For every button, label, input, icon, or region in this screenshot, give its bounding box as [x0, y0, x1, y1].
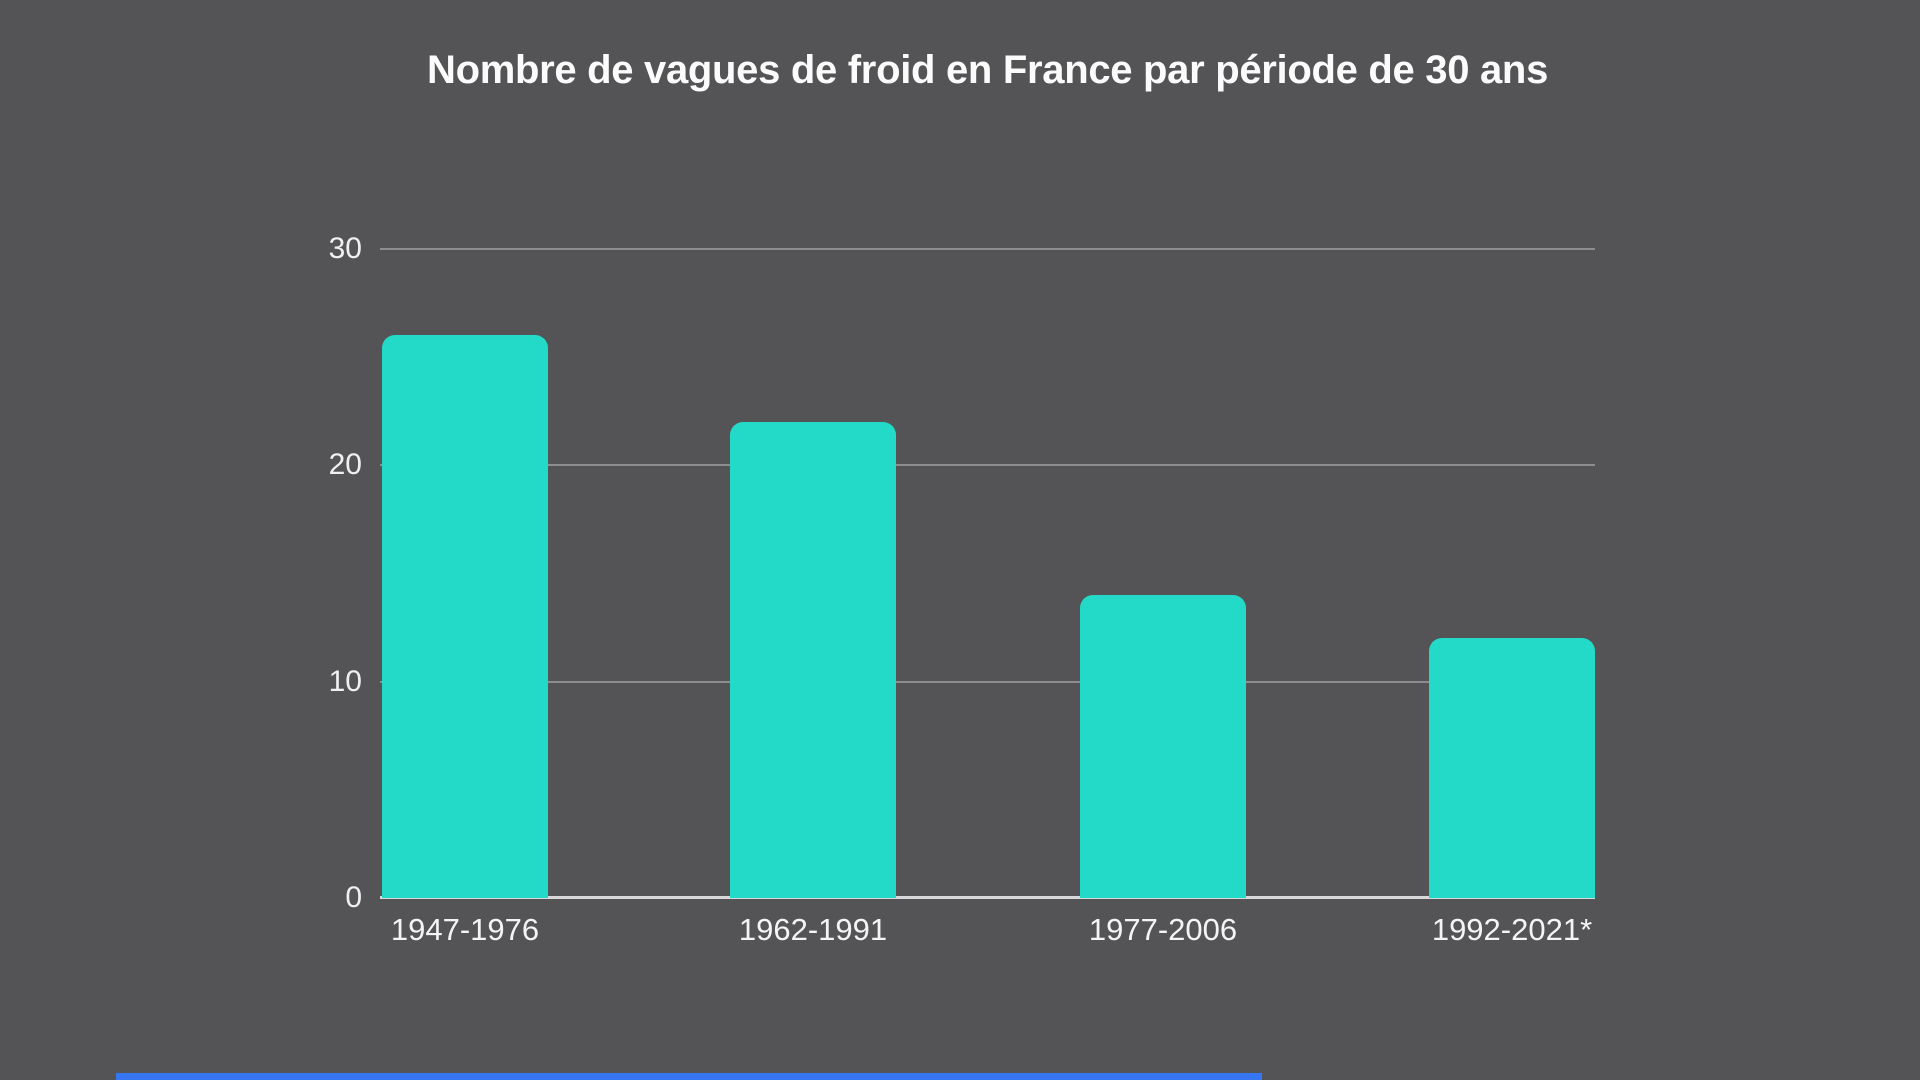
gridline [380, 464, 1595, 466]
bar-1992-2021* [1429, 638, 1595, 898]
bar-1977-2006 [1080, 594, 1246, 898]
x-tick-label: 1962-1991 [738, 912, 888, 947]
x-tick-label: 1977-2006 [1088, 912, 1238, 947]
gridline [380, 680, 1595, 683]
bar-1962-1991 [730, 421, 896, 898]
chart-title: Nombre de vagues de froid en France par … [426, 48, 1549, 92]
video-progress-bar[interactable] [116, 1073, 1262, 1080]
y-tick-label: 30 [328, 231, 362, 265]
y-tick-label: 10 [328, 664, 362, 698]
y-tick-label: 0 [345, 881, 362, 914]
x-tick-label: 1947-1976 [390, 912, 540, 947]
x-tick-label: 1992-2021* [1431, 912, 1593, 947]
bar-1947-1976 [382, 335, 548, 898]
x-axis-line [380, 896, 1595, 899]
y-tick-label: 20 [328, 448, 362, 481]
gridline [380, 247, 1595, 250]
